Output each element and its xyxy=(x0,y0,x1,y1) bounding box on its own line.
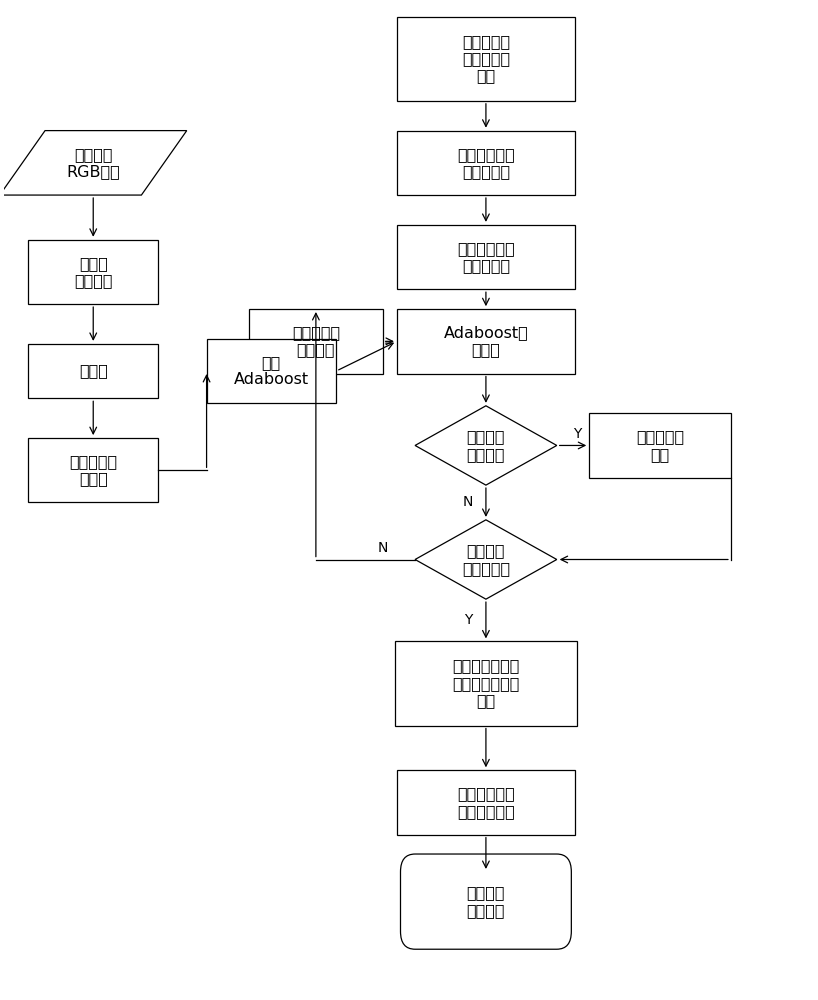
Bar xyxy=(207,339,336,403)
Text: 保留为候选
窗口: 保留为候选 窗口 xyxy=(636,429,684,462)
Bar xyxy=(395,641,577,726)
Text: 提取聚合通道
特征金字塔: 提取聚合通道 特征金字塔 xyxy=(457,147,515,179)
Text: 正负样本
RGB图像: 正负样本 RGB图像 xyxy=(66,147,120,179)
Text: 候选窗口恢复到
原始图像的窗口
大小: 候选窗口恢复到 原始图像的窗口 大小 xyxy=(452,659,519,708)
Text: Y: Y xyxy=(464,613,472,627)
Bar xyxy=(589,413,730,478)
Text: 训练
Adaboost: 训练 Adaboost xyxy=(234,355,309,387)
Text: 选择特征矩阵
左上角窗口: 选择特征矩阵 左上角窗口 xyxy=(457,241,515,273)
Text: 求梯度: 求梯度 xyxy=(79,364,108,379)
Text: 图像输入并
构成图像金
字塔: 图像输入并 构成图像金 字塔 xyxy=(462,34,510,84)
Bar xyxy=(397,770,575,835)
Bar xyxy=(29,344,158,398)
Text: Adaboost检
测窗口: Adaboost检 测窗口 xyxy=(443,325,528,358)
Text: 是否到达
图像右下角: 是否到达 图像右下角 xyxy=(462,543,510,576)
Bar xyxy=(397,225,575,289)
Bar xyxy=(249,309,383,374)
Bar xyxy=(29,240,158,304)
Text: N: N xyxy=(463,495,474,509)
Polygon shape xyxy=(415,520,557,599)
Bar xyxy=(397,309,575,374)
Polygon shape xyxy=(415,406,557,485)
Text: 输出人脸
检测结果: 输出人脸 检测结果 xyxy=(466,885,506,918)
FancyBboxPatch shape xyxy=(401,854,571,949)
Text: 非极大值抑制
融合候选窗口: 非极大值抑制 融合候选窗口 xyxy=(457,786,515,819)
Bar xyxy=(397,131,575,195)
Text: 求梯度方向
直方图: 求梯度方向 直方图 xyxy=(70,454,117,486)
Text: N: N xyxy=(377,541,388,555)
Text: Y: Y xyxy=(573,427,582,441)
Text: 选择下一个
滑动窗口: 选择下一个 滑动窗口 xyxy=(292,325,340,358)
Polygon shape xyxy=(0,131,187,195)
Text: 转化为
灰度图像: 转化为 灰度图像 xyxy=(74,256,113,288)
Bar xyxy=(29,438,158,502)
Bar xyxy=(397,17,575,101)
Text: 判断是否
包含人脸: 判断是否 包含人脸 xyxy=(466,429,506,462)
